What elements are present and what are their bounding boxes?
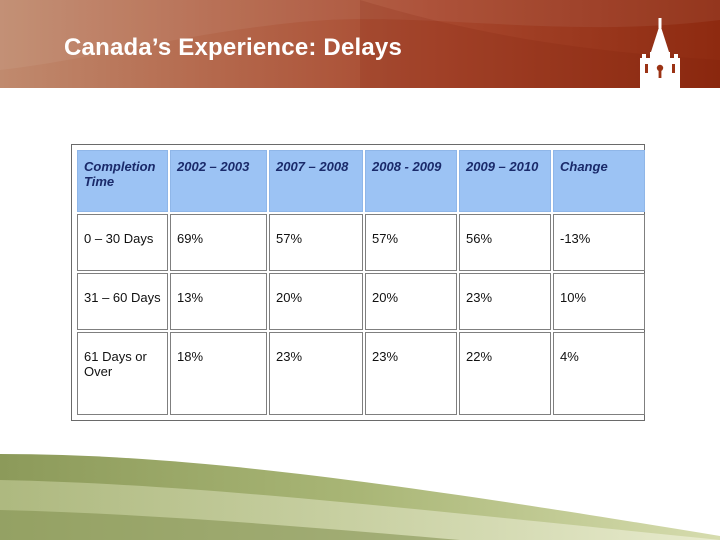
- delays-table: Completion Time 2002 – 2003 2007 – 2008 …: [75, 148, 647, 417]
- header-swoosh-decoration: [0, 0, 720, 88]
- table-cell: 61 Days or Over: [77, 332, 168, 415]
- table-cell: 0 – 30 Days: [77, 214, 168, 272]
- table-cell: -13%: [553, 214, 645, 272]
- table-cell: 22%: [459, 332, 551, 415]
- column-header: Change: [553, 150, 645, 212]
- title-bar: Canada’s Experience: Delays: [0, 0, 720, 88]
- table-cell: 23%: [269, 332, 363, 415]
- column-header: 2009 – 2010: [459, 150, 551, 212]
- table-cell: 69%: [170, 214, 267, 272]
- table-cell: 23%: [459, 273, 551, 331]
- table-cell: 31 – 60 Days: [77, 273, 168, 331]
- delays-table-frame: Completion Time 2002 – 2003 2007 – 2008 …: [71, 144, 645, 421]
- table-cell: 13%: [170, 273, 267, 331]
- table-row: 61 Days or Over 18% 23% 23% 22% 4%: [77, 332, 645, 415]
- table-cell: 23%: [365, 332, 457, 415]
- column-header: 2002 – 2003: [170, 150, 267, 212]
- table-cell: 57%: [269, 214, 363, 272]
- table-row: 31 – 60 Days 13% 20% 20% 23% 10%: [77, 273, 645, 331]
- table-cell: 4%: [553, 332, 645, 415]
- column-header: 2007 – 2008: [269, 150, 363, 212]
- tower-logo-icon: [640, 18, 680, 88]
- table-cell: 18%: [170, 332, 267, 415]
- table-cell: 57%: [365, 214, 457, 272]
- column-header: Completion Time: [77, 150, 168, 212]
- table-cell: 56%: [459, 214, 551, 272]
- table-header-row: Completion Time 2002 – 2003 2007 – 2008 …: [77, 150, 645, 212]
- slide-title: Canada’s Experience: Delays: [64, 34, 403, 61]
- table-cell: 20%: [365, 273, 457, 331]
- footer-wave-decoration: [0, 454, 720, 540]
- table-row: 0 – 30 Days 69% 57% 57% 56% -13%: [77, 214, 645, 272]
- table-cell: 20%: [269, 273, 363, 331]
- column-header: 2008 - 2009: [365, 150, 457, 212]
- table-cell: 10%: [553, 273, 645, 331]
